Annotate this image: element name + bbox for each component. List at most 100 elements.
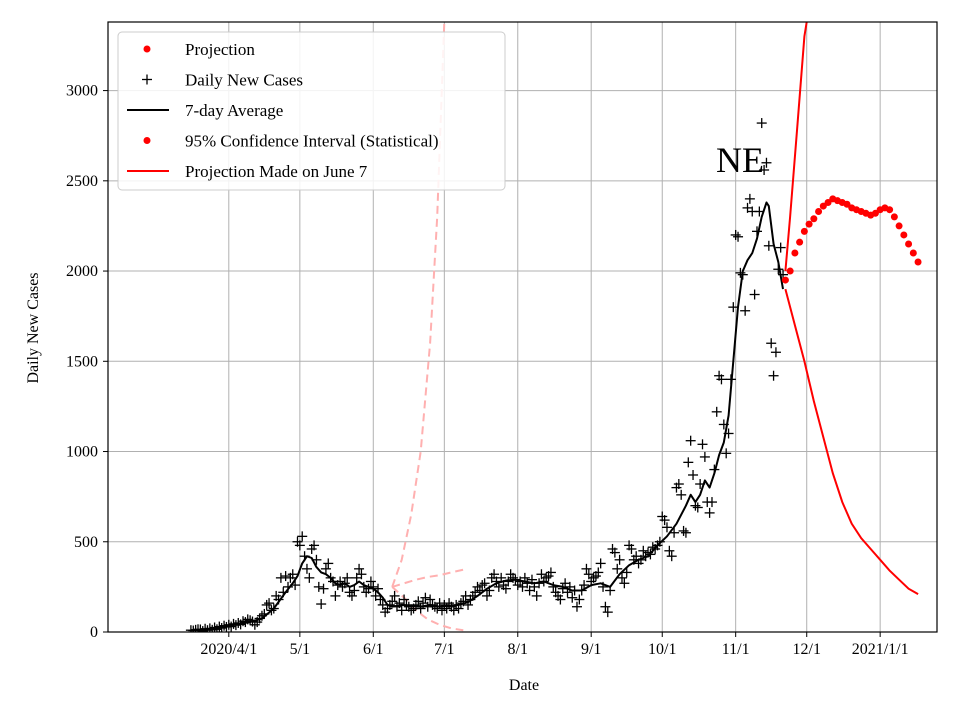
daily-case-point — [593, 567, 604, 578]
legend-label: Projection Made on June 7 — [185, 162, 368, 181]
legend-marker-dot — [143, 137, 151, 144]
daily-case-point — [413, 596, 424, 607]
daily-case-point — [756, 118, 767, 129]
daily-case-point — [614, 554, 625, 565]
daily-case-point — [387, 596, 398, 607]
y-tick-label: 3000 — [66, 83, 98, 100]
daily-case-point — [346, 590, 357, 601]
legend-entry: 95% Confidence Interval (Statistical) — [143, 132, 439, 151]
projection-point — [824, 198, 832, 206]
daily-case-point — [612, 563, 623, 574]
daily-case-point — [301, 563, 312, 574]
daily-case-point — [197, 626, 208, 632]
legend-label: 7-day Average — [185, 101, 283, 120]
daily-case-point — [238, 616, 249, 627]
daily-case-point — [555, 594, 566, 605]
daily-case-point — [356, 569, 367, 580]
daily-case-point — [545, 567, 556, 578]
legend-entry: Daily New Cases — [142, 71, 303, 90]
daily-case-point — [481, 590, 492, 601]
projection-point — [909, 249, 917, 257]
daily-case-point — [685, 435, 696, 446]
daily-case-point — [574, 594, 585, 605]
daily-case-point — [697, 439, 708, 450]
daily-case-point — [659, 515, 670, 526]
daily-case-point — [477, 580, 488, 591]
projection-point — [843, 200, 851, 208]
x-tick-label: 5/1 — [290, 641, 310, 658]
y-tick-label: 1000 — [66, 444, 98, 461]
ci-lower-line — [784, 288, 919, 595]
projection-point — [905, 240, 913, 248]
daily-case-point — [770, 347, 781, 358]
y-axis-label: Daily New Cases — [25, 272, 42, 383]
daily-case-point — [735, 267, 746, 278]
daily-case-point — [759, 164, 770, 175]
daily-case-point — [294, 540, 305, 551]
daily-case-point — [541, 572, 552, 583]
legend-label: Projection — [185, 40, 255, 59]
daily-case-point — [609, 547, 620, 558]
daily-case-point — [595, 558, 606, 569]
legend-entry: Projection Made on June 7 — [127, 162, 368, 181]
daily-case-point — [432, 603, 443, 614]
daily-case-point — [761, 157, 772, 168]
daily-case-point — [664, 545, 675, 556]
projection-point — [781, 276, 789, 284]
daily-case-point — [721, 448, 732, 459]
daily-case-point — [261, 599, 272, 610]
daily-case-point — [763, 240, 774, 251]
x-tick-label: 7/1 — [434, 641, 454, 658]
daily-case-point — [365, 576, 376, 587]
y-axis-ticks: 0 500 1000 1500 2000 2500 3000 — [66, 83, 108, 641]
region-annotation: NE — [716, 140, 764, 180]
daily-case-point — [740, 305, 751, 316]
legend-label: Daily New Cases — [185, 71, 303, 90]
daily-case-point — [420, 592, 431, 603]
projection-point — [890, 213, 898, 221]
legend: Projection Daily New Cases 7-day Average 95… — [117, 31, 506, 191]
daily-case-point — [711, 406, 722, 417]
daily-case-point — [316, 599, 327, 610]
daily-case-point — [318, 583, 329, 594]
daily-case-point — [264, 598, 275, 609]
daily-case-point — [470, 587, 481, 598]
daily-case-point — [692, 502, 703, 513]
daily-case-point — [733, 231, 744, 242]
projection-point — [805, 220, 813, 228]
daily-case-point — [766, 338, 777, 349]
daily-case-point — [280, 571, 291, 582]
daily-case-point — [699, 451, 710, 462]
projection-point — [895, 222, 903, 230]
projection-point — [786, 267, 794, 275]
x-tick-label: 8/1 — [508, 641, 528, 658]
daily-case-point — [389, 590, 400, 601]
daily-case-point — [396, 605, 407, 616]
axes-frame — [107, 21, 938, 633]
daily-case-point — [320, 563, 331, 574]
daily-case-point — [768, 370, 779, 381]
legend-label: 95% Confidence Interval (Statistical) — [185, 132, 439, 151]
daily-case-point — [399, 594, 410, 605]
daily-case-point — [678, 525, 689, 536]
daily-case-point — [567, 592, 578, 603]
projection-point — [800, 227, 808, 235]
projection-point — [871, 209, 879, 217]
legend-marker-plus — [142, 74, 152, 85]
projection-point — [815, 207, 823, 215]
daily-case-point — [342, 572, 353, 583]
daily-case-point — [571, 601, 582, 612]
daily-case-point — [425, 594, 436, 605]
daily-case-point — [489, 569, 500, 580]
daily-case-point — [602, 607, 613, 618]
daily-case-point — [531, 590, 542, 601]
projection-point — [914, 258, 922, 266]
y-tick-label: 2500 — [66, 173, 98, 190]
daily-case-point — [323, 558, 334, 569]
plot-area — [185, 22, 922, 632]
x-tick-label: 2021/1/1 — [852, 641, 909, 658]
daily-case-point — [309, 540, 320, 551]
projection-point — [886, 206, 894, 214]
daily-case-point — [354, 563, 365, 574]
